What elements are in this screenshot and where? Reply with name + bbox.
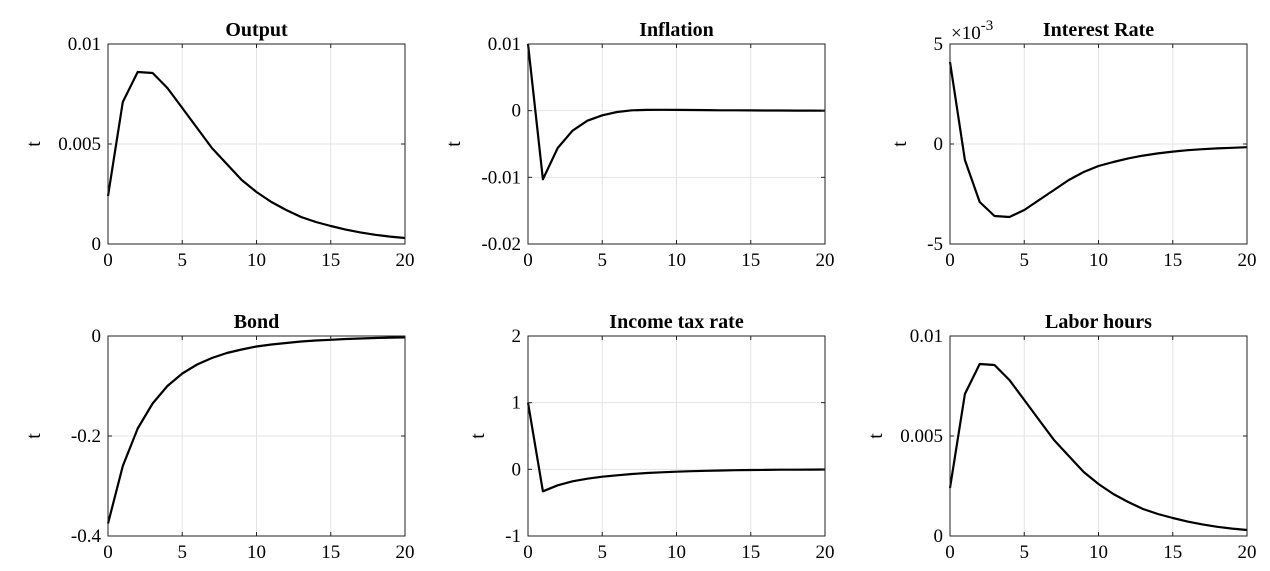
y-tick-label: 0 (512, 459, 522, 480)
chart-panel-6: 0 5 10 15 20 0 0.005 0.01 Labor hours t (865, 311, 1257, 563)
y-tick-label: -0.02 (481, 234, 521, 255)
chart-title: Interest Rate (1043, 19, 1154, 41)
x-tick-label: 5 (598, 250, 608, 271)
y-tick-label: 0 (512, 101, 522, 122)
x-tick-label: 20 (396, 542, 415, 563)
x-tick-label: 20 (1238, 542, 1257, 563)
chart-panel-4: 0 5 10 15 20 -0.4 -0.2 0 Bond t (23, 311, 415, 563)
x-tick-label: 0 (523, 250, 533, 271)
chart-panel-2: 0 5 10 15 20 -0.02 -0.01 0 0.01 Inflation t (443, 19, 835, 271)
x-tick-label: 0 (103, 542, 113, 563)
x-tick-label: 20 (816, 542, 835, 563)
y-axis-label: t (889, 141, 911, 147)
x-tick-label: 5 (1020, 542, 1030, 563)
y-tick-label: -1 (505, 526, 521, 547)
x-tick-label: 5 (178, 250, 188, 271)
y-tick-label: 0 (934, 134, 944, 155)
series-line (526, 402, 826, 493)
y-tick-label: -0.2 (71, 426, 101, 447)
x-tick-label: 10 (247, 542, 266, 563)
x-tick-label: 5 (598, 542, 608, 563)
x-tick-label: 20 (816, 250, 835, 271)
x-tick-label: 10 (667, 250, 686, 271)
x-tick-label: 15 (321, 250, 340, 271)
y-tick-label: -0.01 (481, 167, 521, 188)
y-tick-label: 0.01 (68, 34, 101, 55)
x-tick-label: 15 (741, 542, 760, 563)
x-tick-label: 20 (1238, 250, 1257, 271)
y-axis-label: t (865, 433, 887, 439)
x-tick-label: 10 (1089, 250, 1108, 271)
y-axis-label: t (23, 433, 45, 439)
y-tick-label: -5 (927, 234, 943, 255)
series-line (106, 336, 406, 524)
y-tick-label: 0.01 (488, 34, 521, 55)
y-tick-label: 0.005 (58, 134, 101, 155)
y-axis-label: t (23, 141, 45, 147)
x-tick-label: 10 (1089, 542, 1108, 563)
x-tick-label: 15 (1163, 250, 1182, 271)
x-tick-label: 10 (247, 250, 266, 271)
chart-title: Income tax rate (609, 311, 744, 333)
x-tick-label: 15 (321, 542, 340, 563)
x-tick-label: 15 (1163, 542, 1182, 563)
chart-title: Output (225, 19, 288, 41)
x-tick-label: 15 (741, 250, 760, 271)
chart-title: Labor hours (1045, 311, 1152, 333)
x-tick-label: 0 (523, 542, 533, 563)
y-tick-label: -0.4 (71, 526, 102, 547)
y-axis-label: t (467, 433, 489, 439)
y-tick-label: 0 (92, 326, 102, 347)
chart-title: Inflation (639, 19, 713, 41)
x-tick-label: 0 (945, 250, 955, 271)
y-tick-label: 0 (92, 234, 102, 255)
y-axis-label: t (443, 141, 465, 147)
chart-title: Bond (234, 311, 280, 333)
series-line (526, 43, 826, 181)
x-tick-label: 0 (103, 250, 113, 271)
series-line (106, 70, 406, 240)
y-tick-label: 0.005 (900, 426, 943, 447)
series-line (948, 61, 1248, 219)
x-tick-label: 5 (1020, 250, 1030, 271)
y-tick-label: 1 (512, 393, 522, 414)
y-scale-multiplier: ×10-3 (951, 18, 993, 44)
x-tick-label: 20 (396, 250, 415, 271)
y-tick-label: 5 (934, 34, 944, 55)
series-line (948, 362, 1248, 532)
y-tick-label: 0.01 (910, 326, 943, 347)
chart-panel-1: 0 5 10 15 20 0 0.005 0.01 Output t (23, 19, 415, 271)
x-tick-label: 5 (178, 542, 188, 563)
x-tick-label: 10 (667, 542, 686, 563)
y-tick-label: 0 (934, 526, 944, 547)
x-tick-label: 0 (945, 542, 955, 563)
y-tick-label: 2 (512, 326, 522, 347)
